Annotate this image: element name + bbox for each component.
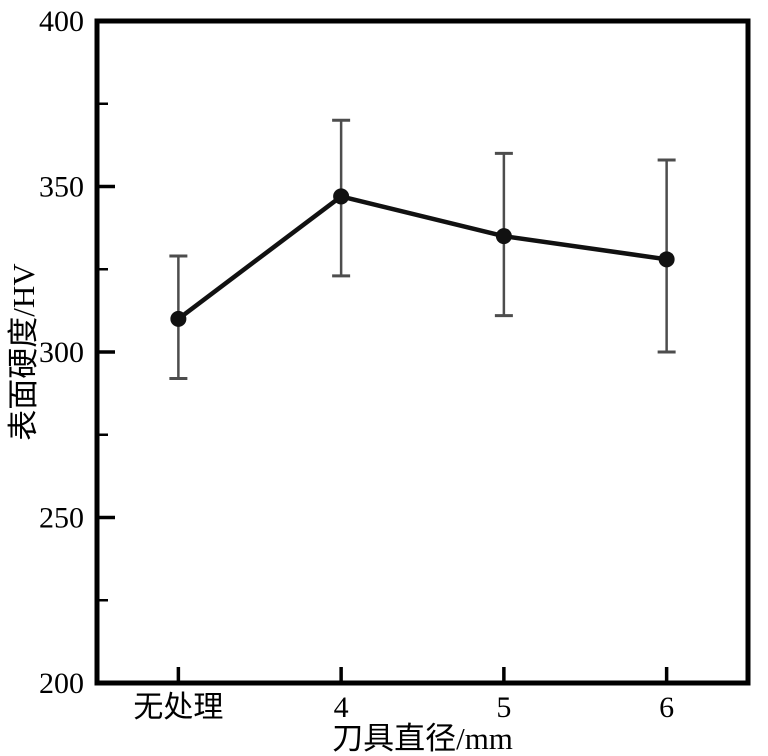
y-tick-label: 250 bbox=[39, 502, 84, 535]
data-point bbox=[495, 228, 512, 245]
plot-frame bbox=[94, 18, 751, 686]
y-tick-label: 350 bbox=[39, 171, 84, 204]
x-tick-label: 5 bbox=[496, 691, 511, 724]
data-point bbox=[658, 251, 675, 268]
y-tick-label: 400 bbox=[39, 5, 84, 38]
x-tick-label: 4 bbox=[334, 691, 349, 724]
data-points bbox=[170, 188, 675, 327]
x-axis-title: 刀具直径/mm bbox=[332, 721, 513, 756]
data-line bbox=[176, 194, 669, 322]
x-tick-label: 6 bbox=[659, 691, 674, 724]
y-axis-title: 表面硬度/HV bbox=[6, 263, 41, 441]
data-point bbox=[333, 188, 350, 205]
x-tick-label: 无处理 bbox=[133, 691, 223, 724]
x-axis: 无处理 4 5 6 bbox=[133, 667, 674, 724]
y-tick-label: 300 bbox=[39, 336, 84, 369]
y-axis: 200 250 300 350 400 bbox=[39, 5, 115, 700]
y-tick-label: 200 bbox=[39, 667, 84, 700]
data-point bbox=[170, 310, 187, 327]
